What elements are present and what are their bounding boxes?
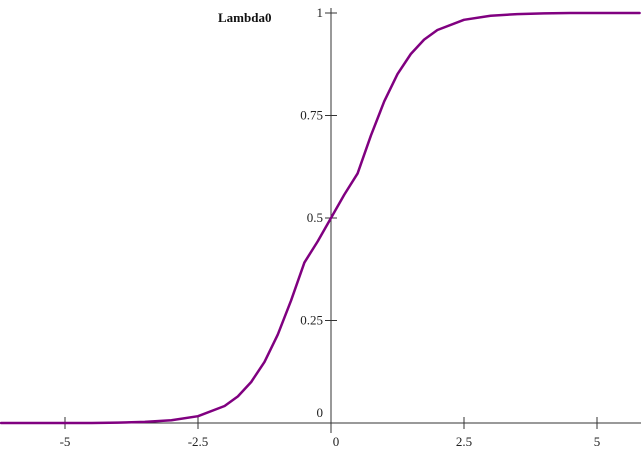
- y-tick-label: 0.75: [300, 108, 323, 123]
- x-tick-label: -2.5: [188, 434, 209, 449]
- y-ticks: 0 0.25 0.5 0.75 1: [300, 5, 337, 420]
- x-tick-label: 5: [594, 434, 601, 449]
- y-tick-label: 0.5: [307, 210, 323, 225]
- x-tick-label: 0: [333, 434, 340, 449]
- series-line: [0, 11, 641, 425]
- x-tick-label: -5: [60, 434, 71, 449]
- y-tick-label: 0.25: [300, 313, 323, 328]
- y-tick-label: 0: [317, 405, 324, 420]
- series-layer: [0, 11, 641, 425]
- y-tick-label: 1: [317, 5, 324, 20]
- x-ticks: -5 -2.5 0 2.5 5: [60, 417, 601, 449]
- y-axis-label: Lambda0: [218, 10, 271, 25]
- x-tick-label: 2.5: [456, 434, 472, 449]
